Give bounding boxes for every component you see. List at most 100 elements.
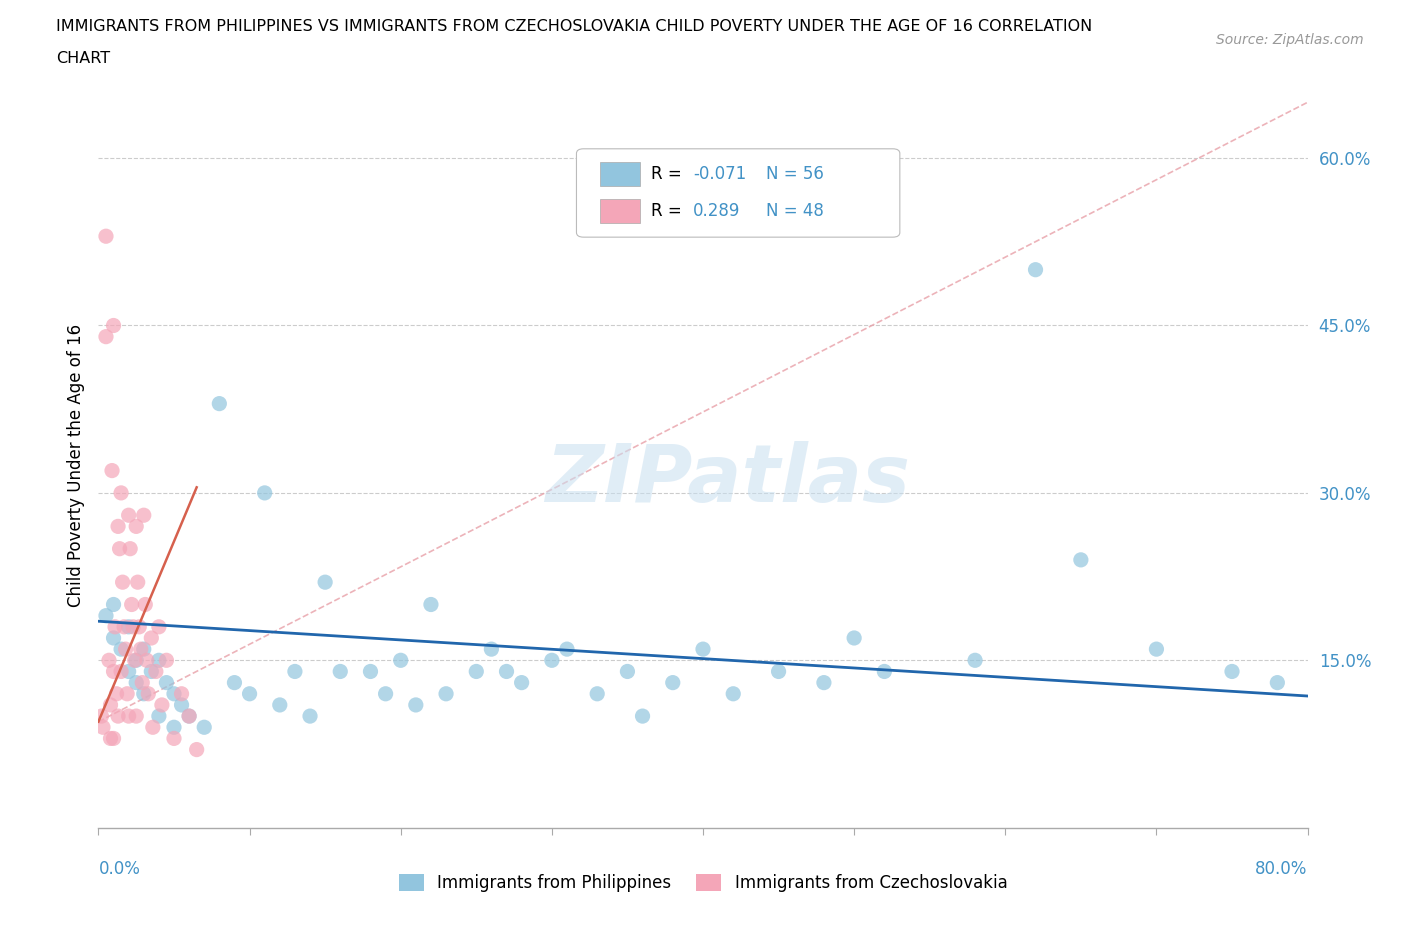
- Text: ZIPatlas: ZIPatlas: [544, 441, 910, 519]
- Point: [100, 698, 122, 712]
- Point: [91, 720, 114, 735]
- Point: [124, 653, 146, 668]
- Point: [965, 653, 987, 668]
- Point: [125, 653, 148, 668]
- Point: [155, 653, 177, 668]
- Point: [134, 597, 156, 612]
- Text: N = 48: N = 48: [766, 202, 824, 220]
- Point: [284, 664, 307, 679]
- Point: [110, 664, 132, 679]
- Y-axis label: Child Poverty Under the Age of 16: Child Poverty Under the Age of 16: [66, 324, 84, 606]
- Point: [118, 508, 141, 523]
- Point: [136, 686, 159, 701]
- Point: [110, 642, 132, 657]
- Point: [128, 619, 150, 634]
- Point: [405, 698, 427, 712]
- Point: [142, 720, 165, 735]
- Point: [873, 664, 896, 679]
- Point: [186, 742, 208, 757]
- Text: 0.0%: 0.0%: [98, 860, 141, 878]
- Point: [90, 709, 112, 724]
- Point: [253, 485, 276, 500]
- Point: [132, 642, 155, 657]
- Point: [114, 642, 136, 657]
- Point: [481, 642, 503, 657]
- Point: [163, 686, 186, 701]
- Point: [434, 686, 457, 701]
- Point: [170, 686, 193, 701]
- Point: [94, 329, 117, 344]
- Text: 80.0%: 80.0%: [1256, 860, 1308, 878]
- Point: [269, 698, 291, 712]
- Point: [107, 709, 129, 724]
- Point: [104, 619, 127, 634]
- Point: [141, 664, 163, 679]
- Point: [661, 675, 683, 690]
- Point: [813, 675, 835, 690]
- Point: [170, 698, 193, 712]
- Point: [131, 675, 153, 690]
- Point: [239, 686, 262, 701]
- Text: CHART: CHART: [56, 51, 110, 66]
- Point: [125, 709, 148, 724]
- Point: [122, 619, 145, 634]
- Point: [179, 709, 201, 724]
- Point: [208, 396, 231, 411]
- Point: [118, 709, 141, 724]
- Point: [1144, 642, 1167, 657]
- Point: [193, 720, 215, 735]
- Point: [125, 519, 148, 534]
- Point: [103, 597, 125, 612]
- Legend: Immigrants from Philippines, Immigrants from Czechoslovakia: Immigrants from Philippines, Immigrants …: [399, 874, 1007, 892]
- Text: R =: R =: [651, 202, 688, 220]
- Point: [135, 653, 157, 668]
- Text: N = 56: N = 56: [766, 165, 824, 183]
- Point: [100, 731, 122, 746]
- Point: [108, 541, 131, 556]
- Point: [329, 664, 352, 679]
- Point: [631, 709, 654, 724]
- Point: [374, 686, 396, 701]
- Point: [145, 664, 167, 679]
- Point: [129, 642, 152, 657]
- Point: [132, 508, 155, 523]
- Point: [121, 597, 143, 612]
- Point: [844, 631, 866, 645]
- Point: [465, 664, 488, 679]
- Point: [692, 642, 714, 657]
- Point: [115, 686, 138, 701]
- Point: [555, 642, 578, 657]
- Text: IMMIGRANTS FROM PHILIPPINES VS IMMIGRANTS FROM CZECHOSLOVAKIA CHILD POVERTY UNDE: IMMIGRANTS FROM PHILIPPINES VS IMMIGRANT…: [56, 19, 1092, 33]
- Point: [105, 686, 128, 701]
- Point: [723, 686, 745, 701]
- Point: [118, 619, 141, 634]
- Point: [107, 519, 129, 534]
- Point: [586, 686, 609, 701]
- Point: [150, 698, 173, 712]
- Point: [360, 664, 382, 679]
- Point: [110, 485, 132, 500]
- Point: [94, 229, 117, 244]
- Point: [148, 653, 170, 668]
- Point: [94, 608, 117, 623]
- Point: [111, 575, 134, 590]
- Point: [155, 675, 177, 690]
- Point: [148, 709, 170, 724]
- Point: [1267, 675, 1289, 690]
- Point: [148, 619, 170, 634]
- Point: [125, 675, 148, 690]
- Point: [103, 631, 125, 645]
- Point: [112, 619, 135, 634]
- Point: [510, 675, 533, 690]
- Point: [103, 664, 125, 679]
- Point: [127, 575, 149, 590]
- Text: -0.071: -0.071: [693, 165, 747, 183]
- Point: [540, 653, 562, 668]
- Text: 0.289: 0.289: [693, 202, 741, 220]
- Point: [1220, 664, 1243, 679]
- Point: [118, 664, 141, 679]
- Point: [120, 541, 142, 556]
- Text: R =: R =: [651, 165, 688, 183]
- Point: [98, 653, 121, 668]
- Point: [495, 664, 517, 679]
